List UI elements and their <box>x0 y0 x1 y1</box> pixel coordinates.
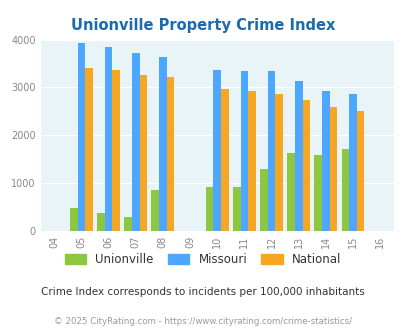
Bar <box>260 169 267 231</box>
Bar <box>70 208 77 231</box>
Bar <box>348 94 356 231</box>
Bar <box>267 71 275 231</box>
Bar <box>232 187 240 231</box>
Bar <box>124 217 132 231</box>
Bar <box>314 155 321 231</box>
Bar <box>77 43 85 231</box>
Bar <box>220 89 228 231</box>
Bar <box>159 57 166 231</box>
Text: Unionville Property Crime Index: Unionville Property Crime Index <box>70 18 335 33</box>
Bar <box>247 91 255 231</box>
Bar <box>356 112 364 231</box>
Bar <box>97 213 104 231</box>
Legend: Unionville, Missouri, National: Unionville, Missouri, National <box>60 248 345 271</box>
Bar <box>240 71 247 231</box>
Bar <box>302 100 309 231</box>
Bar <box>151 190 159 231</box>
Text: Crime Index corresponds to incidents per 100,000 inhabitants: Crime Index corresponds to incidents per… <box>41 287 364 297</box>
Bar <box>104 47 112 231</box>
Bar <box>341 149 348 231</box>
Bar <box>321 91 329 231</box>
Bar <box>205 187 213 231</box>
Bar <box>275 94 282 231</box>
Bar <box>329 107 337 231</box>
Bar <box>132 53 139 231</box>
Bar <box>294 81 302 231</box>
Bar <box>213 70 220 231</box>
Bar <box>287 152 294 231</box>
Bar <box>139 75 147 231</box>
Bar <box>166 78 174 231</box>
Text: © 2025 CityRating.com - https://www.cityrating.com/crime-statistics/: © 2025 CityRating.com - https://www.city… <box>54 317 351 326</box>
Bar <box>85 68 92 231</box>
Bar <box>112 70 119 231</box>
